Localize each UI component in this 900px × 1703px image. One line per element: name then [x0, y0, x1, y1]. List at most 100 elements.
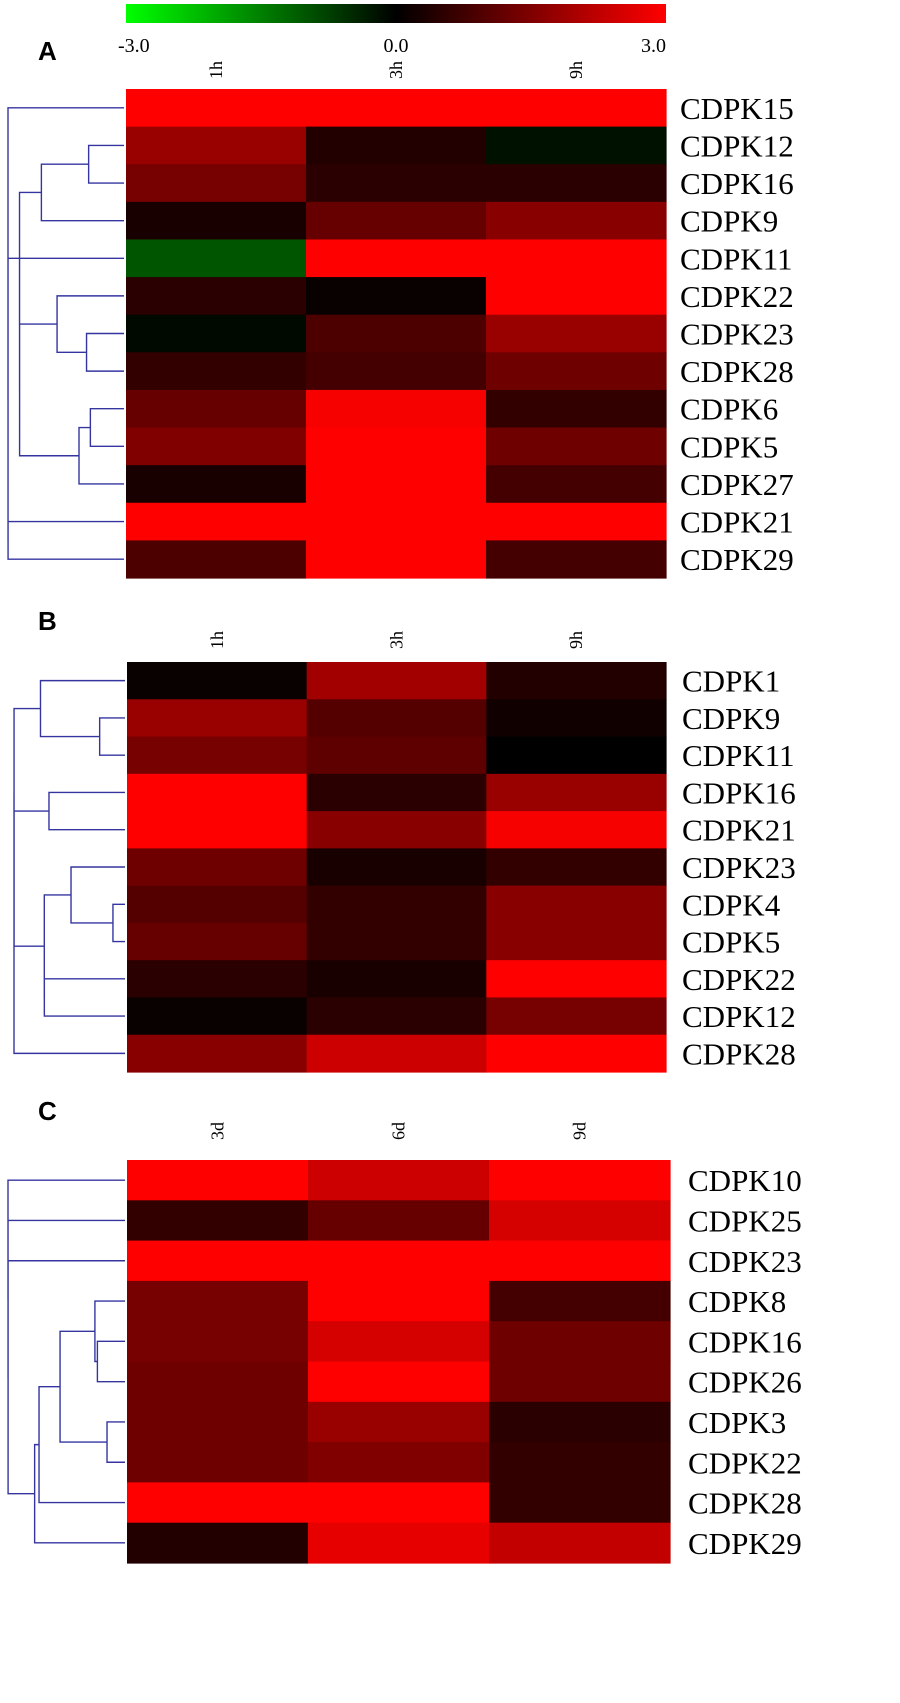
heatmap-cell [127, 1361, 309, 1403]
heatmap-cell [126, 277, 307, 316]
heatmap-cell [126, 427, 307, 466]
heatmap-cell [486, 465, 667, 504]
heatmap-cell [306, 314, 487, 353]
heatmap-cell [486, 314, 667, 353]
row-label: CDPK21 [680, 505, 794, 540]
heatmap-cell [306, 699, 487, 738]
heatmap-cell [306, 960, 487, 999]
heatmap-cell [489, 1522, 671, 1564]
heatmap-cell [308, 1160, 490, 1201]
heatmap-cell [486, 997, 667, 1036]
heatmap-cell [306, 885, 487, 924]
panel-letter-b: B [38, 606, 57, 636]
row-label: CDPK25 [688, 1203, 802, 1238]
colorscale-max-label: 3.0 [641, 35, 666, 57]
heatmap-cell [127, 699, 308, 738]
heatmap-cell [308, 1321, 490, 1363]
row-label: CDPK28 [688, 1486, 802, 1521]
row-label: CDPK12 [682, 999, 796, 1034]
row-label: CDPK4 [682, 887, 781, 922]
heatmap-cell [126, 389, 307, 429]
heatmap-cell [127, 811, 308, 849]
row-label: CDPK9 [680, 204, 778, 239]
heatmap-cell [489, 1200, 671, 1242]
row-label: CDPK5 [680, 429, 778, 464]
heatmap-cell [486, 502, 667, 541]
heatmap-cell [127, 1482, 309, 1524]
heatmap-cell [308, 1482, 490, 1524]
row-label: CDPK16 [680, 166, 794, 201]
heatmap-cell [306, 662, 487, 700]
heatmap-cell [486, 126, 667, 165]
heatmap-cell [127, 773, 308, 812]
heatmap-cell [126, 502, 307, 541]
column-header-1h: 1h [206, 61, 226, 79]
heatmap-cell [306, 773, 487, 812]
heatmap-cell [306, 502, 487, 541]
column-header-9h: 9h [566, 631, 586, 649]
heatmap-cell [308, 1280, 490, 1322]
heatmap-cell [486, 239, 667, 278]
heatmap-cell [489, 1482, 671, 1524]
heatmap-cell [486, 89, 667, 128]
heatmap-cell [486, 201, 667, 241]
row-label: CDPK3 [688, 1405, 786, 1440]
row-label: CDPK5 [682, 925, 780, 960]
panel-b: B1h 3h 9hCDPK1CDPK9CDPK11CDPK16CDPK21CDPK2… [13, 606, 796, 1073]
heatmap-cell [486, 811, 667, 849]
dendrogram [13, 679, 125, 1055]
row-label: CDPK29 [688, 1526, 802, 1561]
heatmap-cell [127, 736, 308, 775]
heatmap-cell [126, 465, 307, 504]
heatmap-cell [308, 1522, 490, 1564]
colorscale-bar [126, 4, 666, 23]
row-label: CDPK23 [682, 850, 796, 885]
row-label: CDPK23 [688, 1244, 802, 1279]
heatmap-cell [127, 1442, 309, 1483]
heatmap-cell [127, 848, 308, 887]
heatmap-cell [486, 960, 667, 999]
heatmap-cell [127, 960, 308, 999]
row-label: CDPK22 [682, 962, 796, 997]
row-label: CDPK10 [688, 1163, 802, 1198]
heatmap-cell [306, 922, 487, 961]
heatmap-cell [308, 1240, 490, 1282]
heatmap-cell [306, 1034, 487, 1073]
row-label: CDPK22 [688, 1445, 802, 1480]
heatmap-cell [486, 389, 667, 429]
heatmap-cell [486, 277, 667, 316]
row-label: CDPK8 [688, 1284, 786, 1319]
colorscale-min-label: -3.0 [118, 35, 150, 57]
row-label: CDPK15 [680, 91, 794, 126]
heatmap-cell [126, 89, 307, 128]
heatmap-cell [486, 540, 667, 579]
heatmap-cell [306, 811, 487, 849]
row-label: CDPK11 [680, 241, 793, 276]
heatmap-cell [127, 1280, 309, 1322]
heatmap-cell [306, 201, 487, 241]
heatmap-cell [306, 427, 487, 466]
heatmap-cell [486, 662, 667, 700]
heatmap-cell [486, 922, 667, 961]
column-header-9d: 9d [570, 1122, 590, 1140]
heatmap-cell [306, 277, 487, 316]
heatmap-cell [306, 848, 487, 887]
heatmap-cell [489, 1361, 671, 1403]
column-header-3d: 3d [208, 1122, 228, 1140]
heatmap-cell [306, 540, 487, 579]
heatmap-cell [308, 1442, 490, 1483]
heatmap-cell [126, 239, 307, 278]
row-label: CDPK28 [680, 354, 794, 389]
column-header-6d: 6d [389, 1122, 409, 1140]
row-label: CDPK16 [688, 1324, 802, 1359]
heatmap-cell [126, 201, 307, 241]
heatmap-cell [126, 164, 307, 203]
heatmap-cell [127, 1160, 309, 1201]
row-label: CDPK28 [682, 1036, 796, 1071]
heatmap-cell [127, 1401, 309, 1443]
heatmap-cell [127, 1034, 308, 1073]
panel-a: A1h 3h 9hCDPK15CDPK12CDPK16CDPK9CDPK11CDPK… [7, 36, 794, 579]
heatmap-cell [127, 885, 308, 924]
heatmap-cell [127, 662, 308, 700]
